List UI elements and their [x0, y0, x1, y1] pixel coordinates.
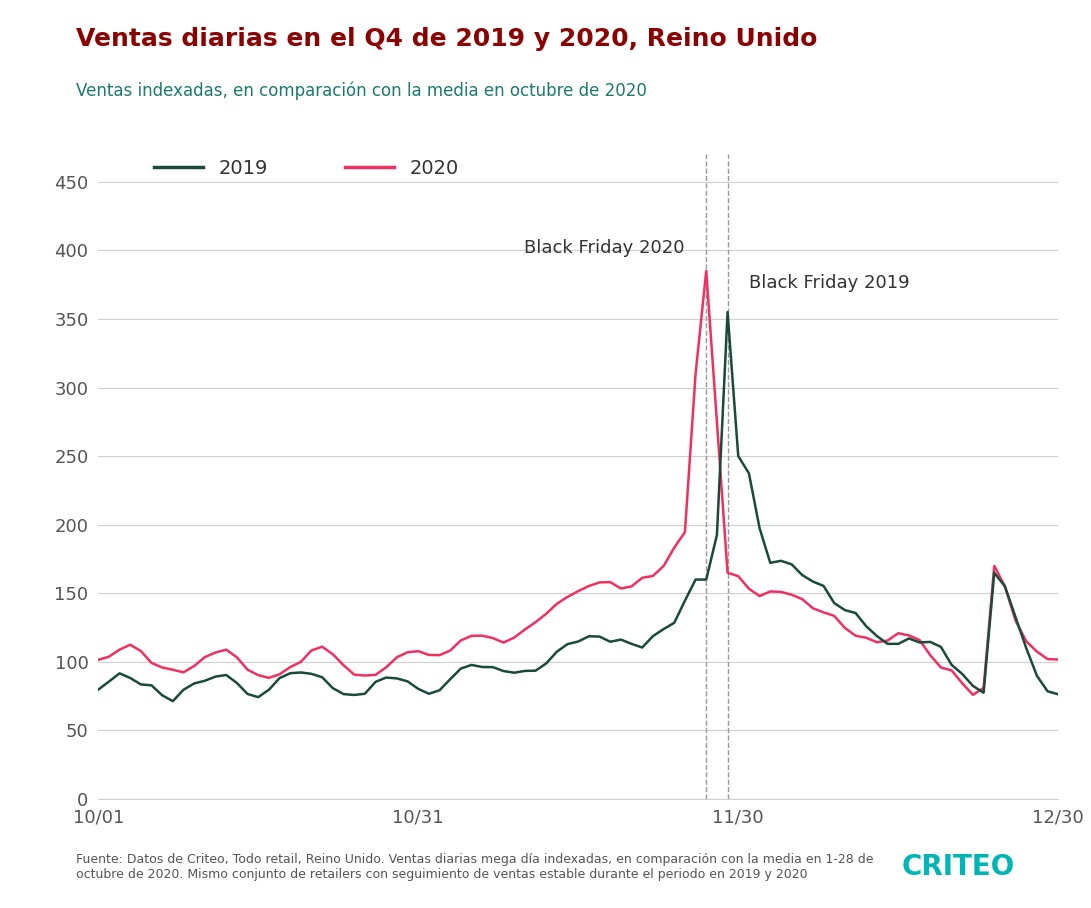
Text: Black Friday 2019: Black Friday 2019: [748, 273, 910, 291]
Text: Ventas diarias en el Q4 de 2019 y 2020, Reino Unido: Ventas diarias en el Q4 de 2019 y 2020, …: [76, 27, 818, 51]
Legend: 2019, 2020: 2019, 2020: [146, 152, 467, 186]
Text: CRITEO: CRITEO: [901, 853, 1015, 881]
Text: Black Friday 2020: Black Friday 2020: [525, 239, 685, 257]
Text: Fuente: Datos de Criteo, Todo retail, Reino Unido. Ventas diarias mega día index: Fuente: Datos de Criteo, Todo retail, Re…: [76, 853, 874, 881]
Text: Ventas indexadas, en comparación con la media en octubre de 2020: Ventas indexadas, en comparación con la …: [76, 82, 647, 100]
